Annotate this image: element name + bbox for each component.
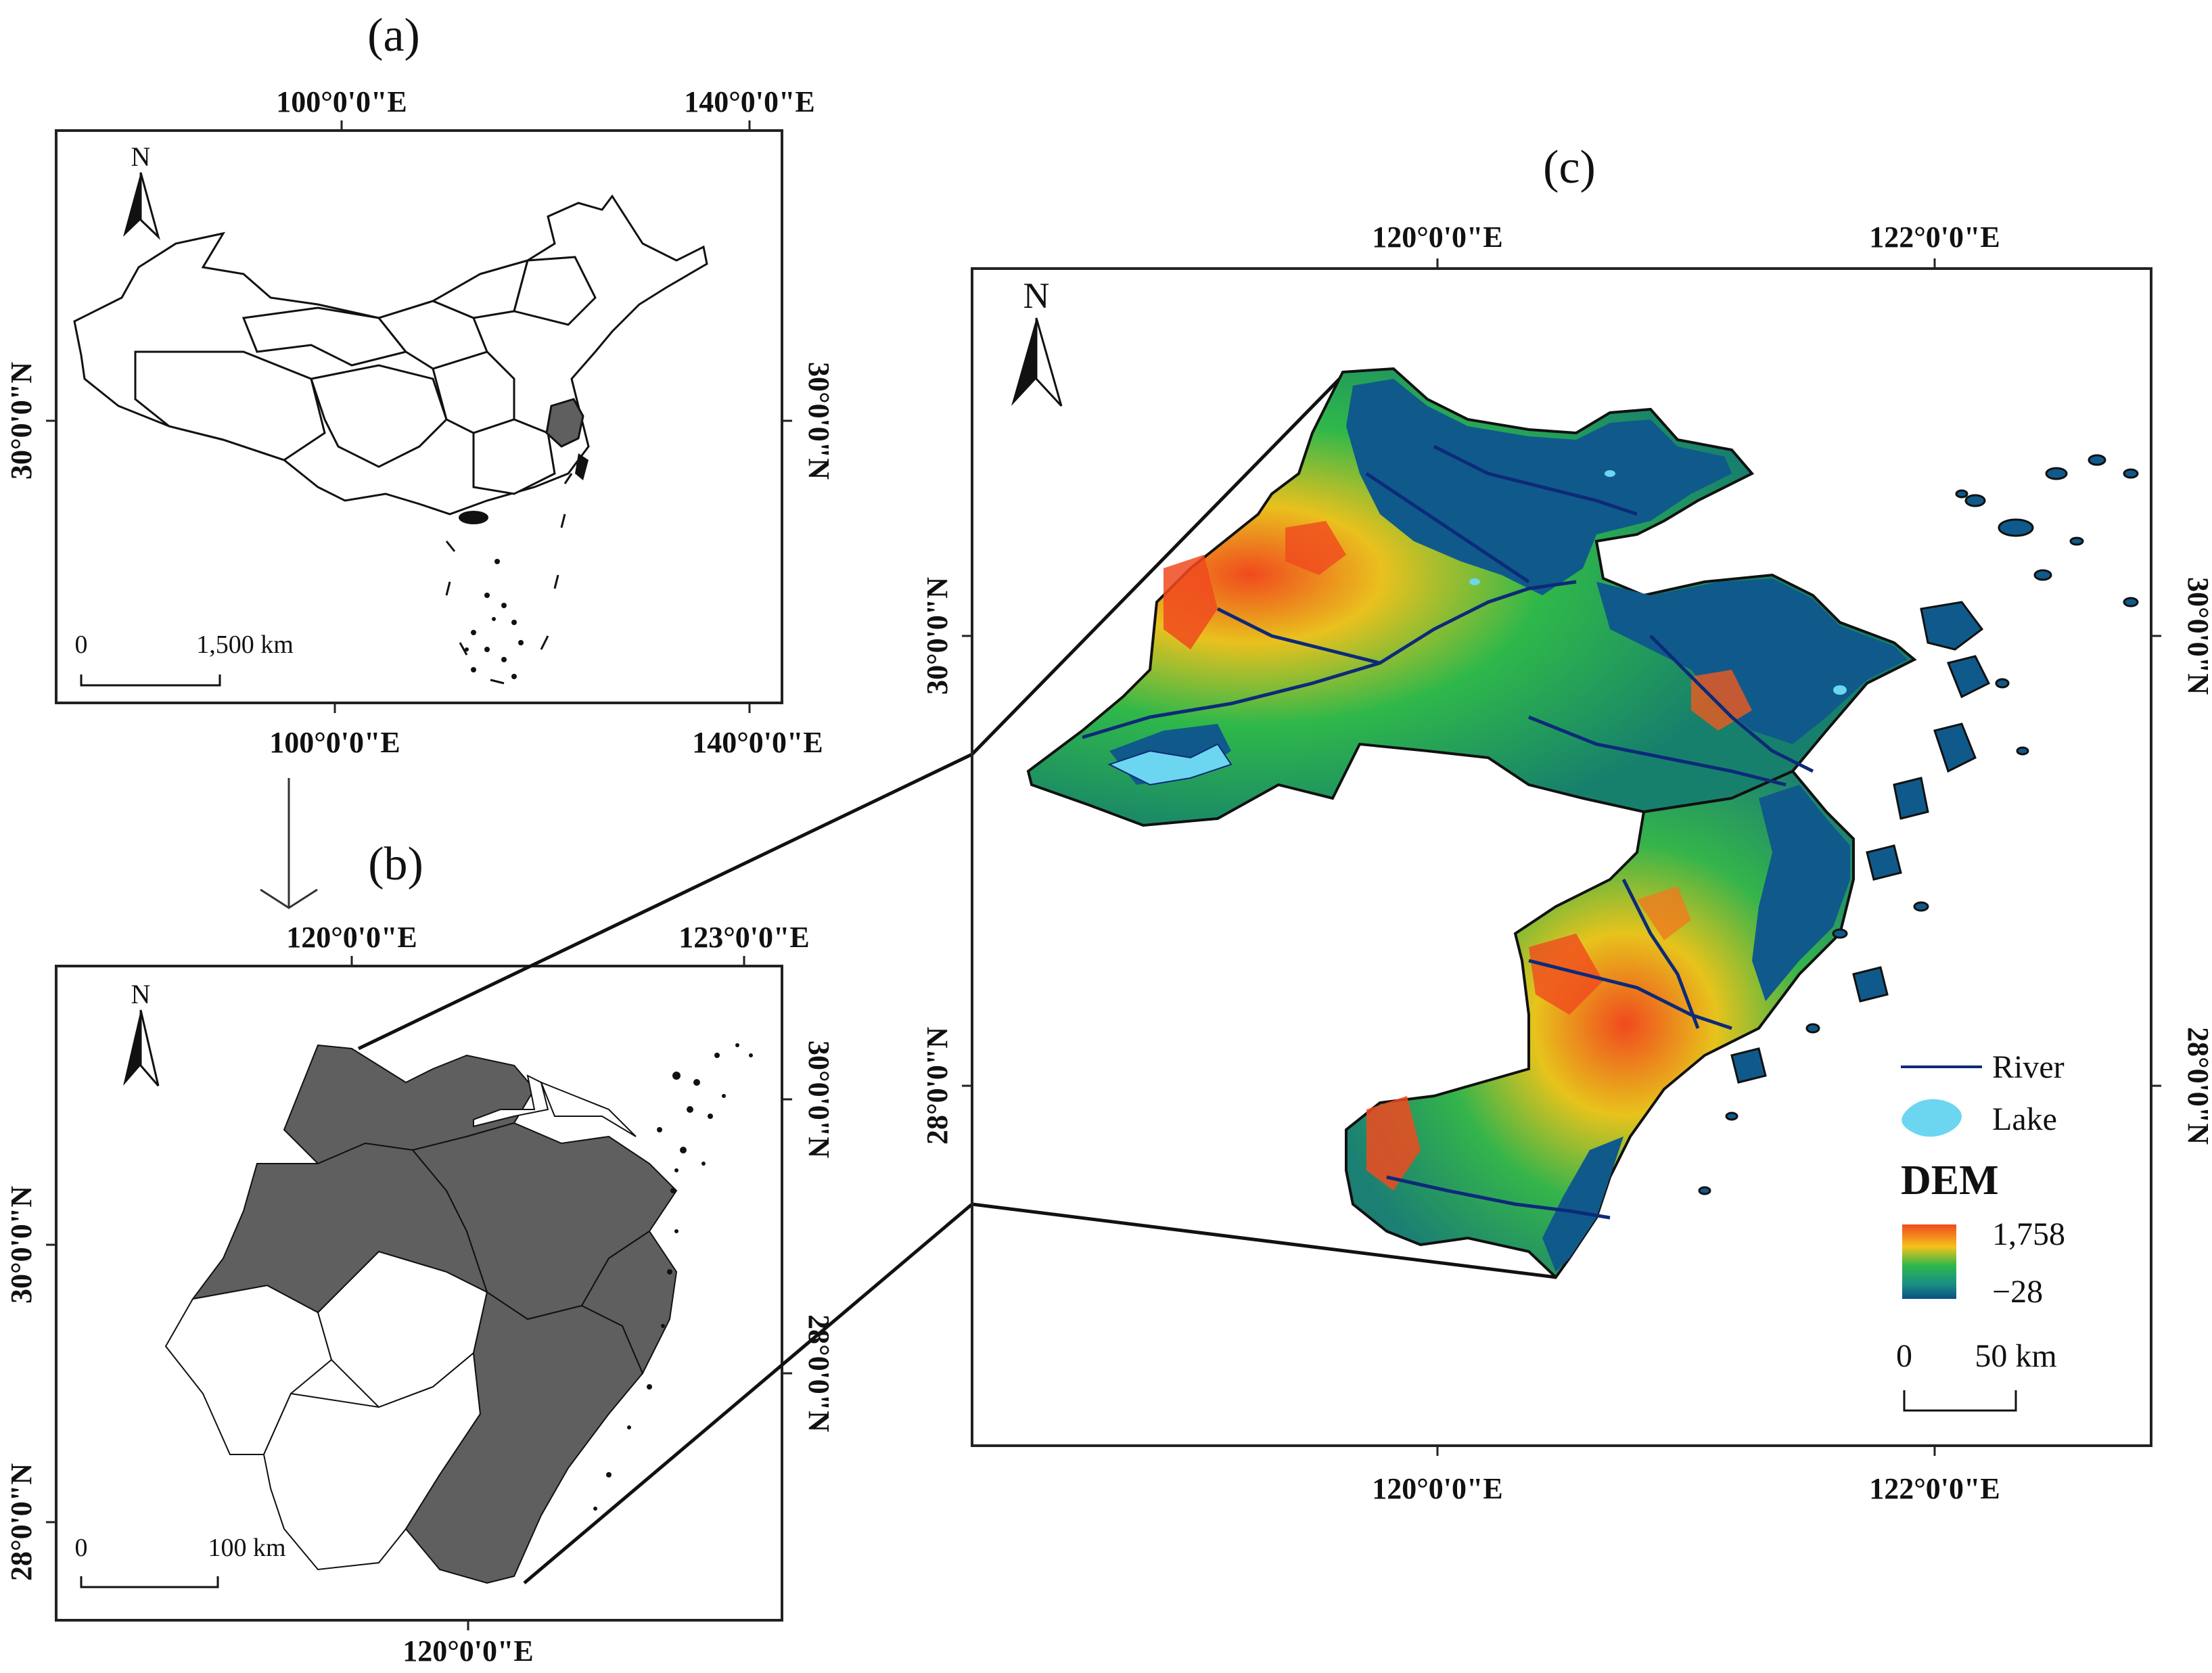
panel-a-left-lat-30: 30°0'0"N bbox=[5, 362, 38, 480]
dem-plain-east bbox=[1596, 578, 1908, 744]
legend-dem-colorbar bbox=[1902, 1224, 1956, 1299]
panel-a-bottom-lon-140: 140°0'0"E bbox=[692, 726, 823, 759]
legend-dem-title: DEM bbox=[1901, 1158, 1999, 1204]
panel-a-frame bbox=[55, 129, 783, 704]
panel-c-legend: River Lake DEM 1,758 −28 bbox=[1901, 1049, 2065, 1310]
island-marks bbox=[459, 453, 589, 679]
legend-lake-icon bbox=[1902, 1099, 1962, 1137]
dem-islands bbox=[1698, 454, 2139, 1195]
panel-b-islands bbox=[593, 1043, 753, 1511]
legend-dem-max: 1,758 bbox=[1992, 1216, 2065, 1252]
panel-b-right-lat-30: 30°0'0"N bbox=[802, 1040, 835, 1158]
panel-c-right-lat-30: 30°0'0"N bbox=[2182, 577, 2212, 695]
panel-a-bottom-lon-100: 100°0'0"E bbox=[269, 726, 400, 759]
zhejiang-province-highlight bbox=[545, 398, 584, 448]
dem-region-south bbox=[1345, 769, 1855, 1280]
panel-c-left-lat-28: 28°0'0"N bbox=[921, 1027, 954, 1145]
panel-c-top-lon-122: 122°0'0"E bbox=[1869, 221, 2000, 254]
panel-c-bottom-lon-122: 122°0'0"E bbox=[1869, 1472, 2000, 1505]
panel-a-scale-bar: 0 1,500 km bbox=[75, 631, 294, 687]
svg-text:N: N bbox=[131, 141, 151, 172]
panel-b-top-lon-123: 123°0'0"E bbox=[678, 921, 810, 954]
panel-b-bottom-lon-120: 120°0'0"E bbox=[402, 1634, 534, 1668]
dem-plain-southeast bbox=[1752, 785, 1850, 1001]
panel-b-left-lat-28: 28°0'0"N bbox=[5, 1463, 38, 1581]
zoom-connector-lines bbox=[357, 371, 1557, 1584]
panel-c-scale-zero: 0 bbox=[1896, 1338, 1912, 1374]
panel-b-frame bbox=[55, 965, 783, 1622]
panel-a-label: (a) bbox=[367, 9, 420, 62]
nine-dash-line bbox=[445, 473, 573, 685]
panel-b-label: (b) bbox=[368, 838, 423, 890]
panel-a-scale-end: 1,500 km bbox=[196, 631, 294, 659]
river-network bbox=[1082, 444, 1814, 1220]
legend-dem-min: −28 bbox=[1992, 1274, 2043, 1310]
svg-text:N: N bbox=[131, 979, 151, 1009]
panel-a-scale-zero: 0 bbox=[75, 631, 88, 659]
zhejiang-map bbox=[164, 1044, 678, 1584]
city-gray-coast bbox=[580, 1230, 678, 1375]
panel-b-top-lon-120: 120°0'0"E bbox=[286, 921, 417, 954]
panel-b-north-arrow-icon: N bbox=[123, 979, 160, 1086]
panel-c: (c) 120°0'0"E 122°0'0"E 120°0'0"E 122°0'… bbox=[921, 141, 2212, 1505]
panel-c-right-lat-28: 28°0'0"N bbox=[2182, 1027, 2212, 1145]
legend-lake-label: Lake bbox=[1992, 1101, 2057, 1137]
dem-map bbox=[1026, 367, 2139, 1280]
panel-b-scale-bar: 0 100 km bbox=[75, 1534, 286, 1588]
legend-river-label: River bbox=[1992, 1049, 2065, 1085]
hangzhou-bay bbox=[473, 1074, 549, 1128]
svg-text:N: N bbox=[1023, 275, 1050, 316]
panel-c-left-lat-30: 30°0'0"N bbox=[921, 577, 954, 695]
panel-a-right-lat-30: 30°0'0"N bbox=[802, 362, 835, 480]
zoom-arrow-icon bbox=[260, 778, 318, 909]
panel-c-frame bbox=[971, 267, 2152, 1447]
panel-c-top-lon-120: 120°0'0"E bbox=[1372, 221, 1503, 254]
city-gray-west bbox=[191, 1142, 488, 1314]
panel-b-left-lat-30: 30°0'0"N bbox=[5, 1186, 38, 1304]
panel-b-scale-zero: 0 bbox=[75, 1534, 88, 1562]
panel-c-bottom-lon-120: 120°0'0"E bbox=[1372, 1472, 1503, 1505]
panel-c-scale-end: 50 km bbox=[1975, 1338, 2056, 1374]
panel-a-top-lon-100: 100°0'0"E bbox=[276, 85, 407, 118]
lake-qiandao bbox=[1107, 743, 1232, 786]
china-map bbox=[73, 194, 708, 515]
panel-c-scale-bar: 0 50 km bbox=[1896, 1338, 2057, 1412]
panel-c-label: (c) bbox=[1543, 141, 1596, 193]
panel-a-north-arrow-icon: N bbox=[123, 141, 160, 240]
panel-a: (a) 100°0'0"E 140°0'0"E 100°0'0"E 140°0'… bbox=[5, 9, 835, 759]
dem-plain-southcoast bbox=[1542, 1137, 1623, 1272]
panel-a-top-lon-140: 140°0'0"E bbox=[684, 85, 815, 118]
panel-c-north-arrow-icon: N bbox=[1011, 275, 1063, 407]
panel-b: (b) 120°0'0"E 123°0'0"E 120°0'0"E 30°0'0… bbox=[5, 838, 835, 1668]
panel-b-scale-end: 100 km bbox=[208, 1534, 285, 1562]
